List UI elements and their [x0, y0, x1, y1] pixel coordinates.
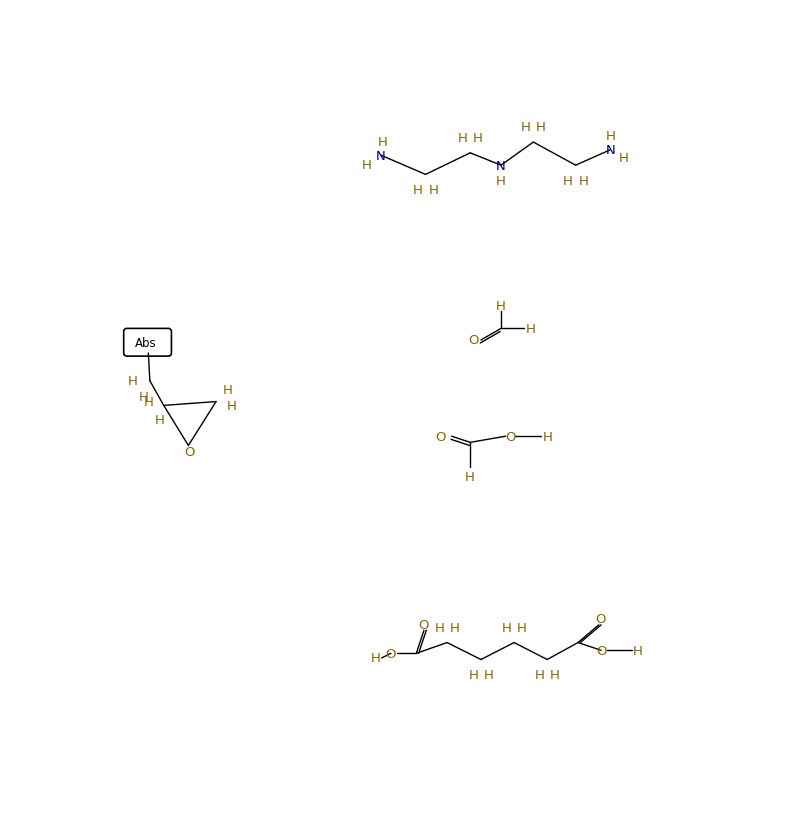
- Text: H: H: [429, 184, 438, 197]
- Text: H: H: [534, 668, 545, 681]
- Text: H: H: [469, 668, 478, 681]
- Text: H: H: [450, 621, 460, 634]
- Text: H: H: [484, 668, 493, 681]
- Text: N: N: [376, 149, 386, 162]
- Text: H: H: [521, 121, 530, 134]
- Text: H: H: [633, 644, 643, 657]
- Text: H: H: [496, 174, 506, 188]
- Text: H: H: [619, 152, 629, 165]
- Text: H: H: [517, 621, 527, 634]
- Text: H: H: [525, 323, 535, 336]
- Text: O: O: [436, 430, 446, 443]
- Text: O: O: [595, 613, 606, 626]
- Text: O: O: [385, 647, 396, 660]
- Text: H: H: [550, 668, 560, 681]
- Text: H: H: [371, 652, 380, 665]
- Text: H: H: [223, 384, 232, 397]
- Text: H: H: [155, 414, 165, 426]
- Text: H: H: [139, 390, 149, 403]
- Text: H: H: [143, 396, 153, 409]
- Text: H: H: [362, 159, 372, 172]
- Text: H: H: [578, 174, 588, 188]
- Text: H: H: [501, 621, 511, 634]
- FancyBboxPatch shape: [123, 329, 171, 357]
- Text: H: H: [606, 130, 615, 143]
- Text: H: H: [413, 184, 423, 197]
- Text: H: H: [465, 470, 475, 483]
- Text: O: O: [419, 618, 429, 631]
- Text: O: O: [468, 334, 478, 347]
- Text: Abs: Abs: [135, 337, 157, 350]
- Text: H: H: [434, 621, 445, 634]
- Text: H: H: [227, 400, 236, 413]
- Text: O: O: [596, 644, 606, 657]
- Text: H: H: [563, 174, 573, 188]
- Text: N: N: [496, 160, 506, 173]
- Text: N: N: [606, 144, 615, 157]
- Text: H: H: [457, 132, 468, 145]
- Text: H: H: [377, 136, 388, 148]
- Text: H: H: [496, 300, 506, 312]
- Text: H: H: [128, 375, 138, 387]
- Text: O: O: [185, 446, 195, 459]
- Text: H: H: [536, 121, 546, 134]
- Text: H: H: [542, 430, 552, 443]
- Text: O: O: [505, 430, 516, 443]
- Text: H: H: [473, 132, 483, 145]
